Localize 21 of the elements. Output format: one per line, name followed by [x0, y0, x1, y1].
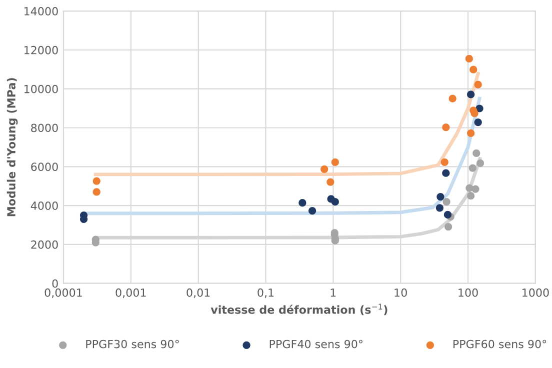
x-tick-label: 1 — [330, 288, 336, 297]
y-tick-label: 12000 — [24, 46, 58, 54]
legend-label: PPGF40 sens 90° — [270, 340, 362, 348]
x-axis-title: vitesse de déformation (s$^{−1}$) — [210, 304, 388, 316]
x-tick-label: 0,1 — [258, 288, 274, 298]
x-tick-label: 0,01 — [186, 288, 210, 298]
y-tick-label: 4000 — [30, 202, 58, 210]
y-tick-label: 10000 — [24, 84, 58, 94]
x-tick-label: 0,0001 — [44, 288, 82, 298]
x-tick-label: 1000 — [522, 288, 549, 297]
legend-label: PPGF60 sens 90° — [453, 340, 546, 348]
y-tick-label: 14000 — [24, 7, 58, 16]
x-tick-label: 10 — [394, 288, 407, 297]
y-tick-label: 2000 — [31, 240, 58, 249]
y-axis-title: Module d'Young (MPa) — [6, 78, 18, 216]
y-tick-label: 6000 — [31, 162, 58, 172]
y-tick-label: 0 — [52, 279, 58, 288]
y-tick-label: 8000 — [31, 124, 58, 132]
x-tick-label: 100 — [458, 288, 478, 297]
legend-label: PPGF30 sens 90° — [86, 340, 179, 348]
x-tick-label: 0,001 — [116, 288, 146, 298]
